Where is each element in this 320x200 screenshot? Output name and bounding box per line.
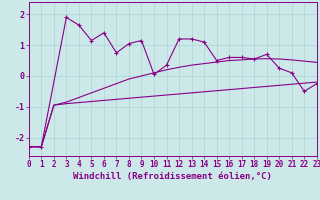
X-axis label: Windchill (Refroidissement éolien,°C): Windchill (Refroidissement éolien,°C) bbox=[73, 172, 272, 181]
